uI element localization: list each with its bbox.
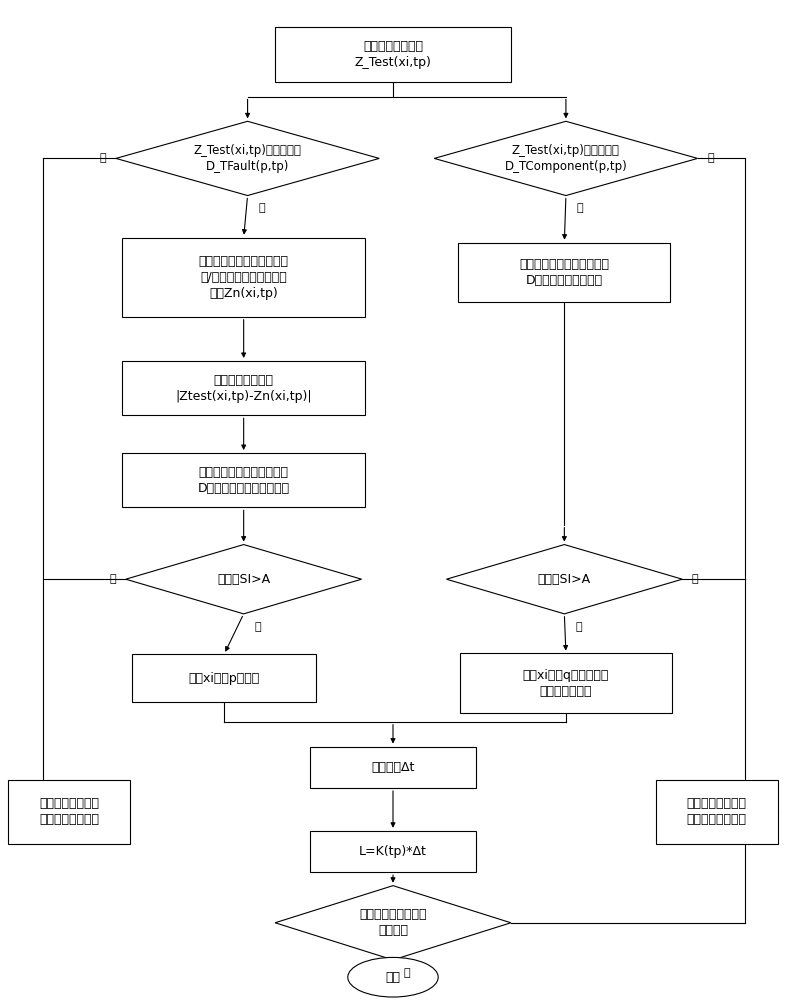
Bar xyxy=(458,243,670,302)
Bar xyxy=(122,361,365,415)
Bar xyxy=(310,747,476,788)
Text: 结束: 结束 xyxy=(385,971,401,984)
Text: 是: 是 xyxy=(404,968,410,978)
Bar xyxy=(122,238,365,317)
Text: 相似度SI>A: 相似度SI>A xyxy=(217,573,270,586)
Polygon shape xyxy=(126,545,362,614)
Text: 否: 否 xyxy=(110,574,116,584)
Text: 测试与故障电缆属于同一扭
纹/屏蔽对的正常电缆阻抗
波形Zn(xi,tp): 测试与故障电缆属于同一扭 纹/屏蔽对的正常电缆阻抗 波形Zn(xi,tp) xyxy=(199,255,288,300)
Polygon shape xyxy=(275,886,511,960)
Polygon shape xyxy=(446,545,682,614)
Text: 电缆xi处为p型故障: 电缆xi处为p型故障 xyxy=(189,672,259,685)
Text: 不属于故障库故障
需要技术人员支持: 不属于故障库故障 需要技术人员支持 xyxy=(687,797,747,826)
Text: 电缆故障或异常点均
定位完毕: 电缆故障或异常点均 定位完毕 xyxy=(359,908,427,937)
Text: 故障波形特征与故障判据库
D中的判据进行相似度计算: 故障波形特征与故障判据库 D中的判据进行相似度计算 xyxy=(197,466,290,495)
Text: 是: 是 xyxy=(255,622,261,632)
Text: 否: 否 xyxy=(692,574,698,584)
Text: 否: 否 xyxy=(100,153,106,163)
Bar xyxy=(122,453,365,507)
Bar xyxy=(8,780,130,844)
Text: 测得时间Δt: 测得时间Δt xyxy=(371,761,415,774)
Text: 是: 是 xyxy=(259,203,265,213)
Bar xyxy=(310,831,476,872)
Text: 是: 是 xyxy=(577,203,583,213)
Text: L=K(tp)*Δt: L=K(tp)*Δt xyxy=(359,845,427,858)
Bar xyxy=(460,653,672,713)
Text: 电缆xi处为q型工艺元件
加工导致的异常: 电缆xi处为q型工艺元件 加工导致的异常 xyxy=(523,669,609,698)
Text: 不属于故障库故障
需要技术人员支持: 不属于故障库故障 需要技术人员支持 xyxy=(39,797,99,826)
Polygon shape xyxy=(116,121,380,196)
Text: 测试电缆阻抗特性
Z_Test(xi,tp): 测试电缆阻抗特性 Z_Test(xi,tp) xyxy=(354,40,432,69)
Text: 是: 是 xyxy=(575,622,582,632)
Bar xyxy=(656,780,778,844)
Text: 否: 否 xyxy=(707,153,714,163)
Bar xyxy=(131,654,316,702)
Text: 被测波形与工艺元件特征库
D判据进行相似度计算: 被测波形与工艺元件特征库 D判据进行相似度计算 xyxy=(520,258,609,287)
Text: 计算获得故障特征
|Ztest(xi,tp)-Zn(xi,tp)|: 计算获得故障特征 |Ztest(xi,tp)-Zn(xi,tp)| xyxy=(175,374,312,403)
Text: Z_Test(xi,tp)是否包含于
D_TComponent(p,tp): Z_Test(xi,tp)是否包含于 D_TComponent(p,tp) xyxy=(505,144,627,173)
Text: 相似度SI>A: 相似度SI>A xyxy=(538,573,591,586)
Bar xyxy=(275,27,511,82)
Polygon shape xyxy=(434,121,698,196)
Text: Z_Test(xi,tp)是否包含于
D_TFault(p,tp): Z_Test(xi,tp)是否包含于 D_TFault(p,tp) xyxy=(193,144,302,173)
Ellipse shape xyxy=(348,957,439,997)
